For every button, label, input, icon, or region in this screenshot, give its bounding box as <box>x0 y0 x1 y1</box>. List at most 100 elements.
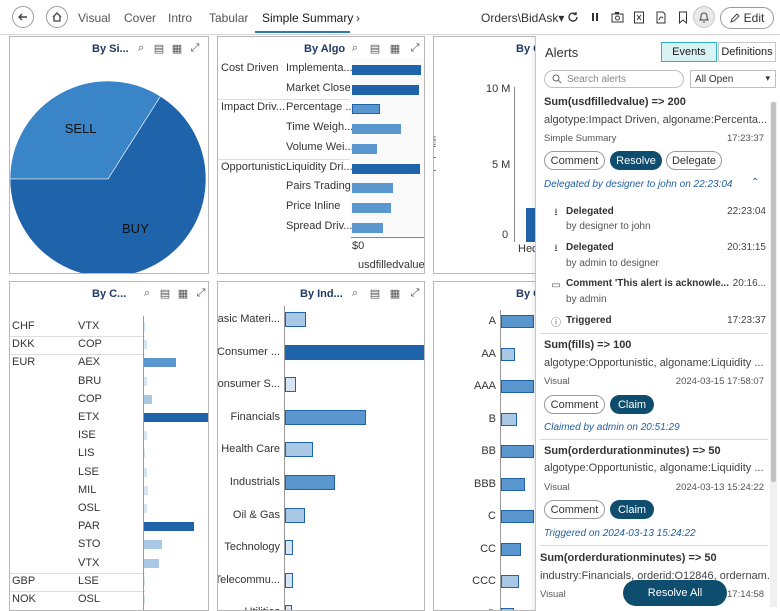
claim-button[interactable]: Claim <box>610 500 654 519</box>
bar[interactable] <box>501 380 534 393</box>
bar[interactable] <box>501 445 534 458</box>
bar[interactable] <box>144 467 148 477</box>
bar[interactable] <box>144 595 146 604</box>
bar[interactable] <box>144 413 208 422</box>
search-alerts-input[interactable]: Search alerts <box>544 70 684 88</box>
alert-status-link[interactable]: Triggered on 2024-03-13 15:24:22 <box>544 528 696 539</box>
bar[interactable] <box>285 605 292 610</box>
bar[interactable] <box>144 376 148 386</box>
bar[interactable] <box>352 222 383 233</box>
bar[interactable] <box>144 540 162 550</box>
delegate-button[interactable]: Delegate <box>666 151 722 170</box>
bar[interactable] <box>285 312 306 327</box>
comment-button[interactable]: Comment <box>544 151 605 170</box>
bar[interactable] <box>501 542 522 556</box>
bookmark-icon[interactable] <box>675 9 691 25</box>
tab-definitions[interactable]: Definitions <box>718 42 776 62</box>
bar[interactable] <box>285 572 294 588</box>
bar[interactable] <box>501 607 515 610</box>
tabs-next-chevron-icon[interactable]: › <box>356 11 360 25</box>
search-icon[interactable]: ⌕ <box>351 286 359 299</box>
back-button[interactable] <box>12 6 34 28</box>
snapshot-icon[interactable] <box>609 9 625 25</box>
home-button[interactable] <box>46 6 68 28</box>
export-icon[interactable]: ▤ <box>369 42 381 55</box>
bar[interactable] <box>144 431 147 441</box>
bar[interactable] <box>352 65 421 75</box>
export-icon[interactable]: ▤ <box>369 287 381 300</box>
bar[interactable] <box>501 412 517 426</box>
bar[interactable] <box>144 485 149 495</box>
bar[interactable] <box>352 143 377 154</box>
bar[interactable] <box>285 475 336 490</box>
data-source-selector[interactable]: Orders\BidAsk▾ <box>481 11 565 25</box>
tab-events[interactable]: Events <box>661 42 717 62</box>
pie-slice-buy[interactable] <box>10 95 207 274</box>
resolve-all-button[interactable]: Resolve All <box>623 580 727 606</box>
bar[interactable] <box>144 558 160 568</box>
bar[interactable] <box>501 575 519 588</box>
bar[interactable] <box>144 340 148 350</box>
table-icon[interactable]: ▦ <box>177 287 189 300</box>
tab-visual[interactable]: Visual <box>78 11 111 25</box>
bar[interactable] <box>352 183 393 194</box>
bar[interactable] <box>144 576 146 586</box>
bar[interactable] <box>352 124 401 135</box>
bar[interactable] <box>144 522 194 532</box>
search-icon[interactable]: ⌕ <box>351 41 359 54</box>
export-icon[interactable]: ▤ <box>153 42 165 55</box>
bar[interactable] <box>352 104 380 115</box>
pause-icon[interactable] <box>587 9 603 25</box>
search-icon[interactable]: ⌕ <box>143 286 151 299</box>
export-icon[interactable]: ▤ <box>159 287 171 300</box>
claim-button[interactable]: Claim <box>610 395 654 414</box>
table-icon[interactable]: ▦ <box>389 42 401 55</box>
bar[interactable] <box>501 315 534 328</box>
bar[interactable] <box>285 344 424 360</box>
alert-source[interactable]: Simple Summary <box>544 133 617 144</box>
expand-icon[interactable]: ⤢ <box>410 41 420 54</box>
bar[interactable] <box>285 409 367 425</box>
tab-tabular[interactable]: Tabular <box>209 11 249 25</box>
edit-button[interactable]: Edit <box>720 7 774 29</box>
chevron-up-icon[interactable]: ⌃ <box>751 177 760 188</box>
table-icon[interactable]: ▦ <box>171 42 183 55</box>
alert-status-link[interactable]: Claimed by admin on 20:51:29 <box>544 422 680 433</box>
alert-source[interactable]: Visual <box>544 376 570 387</box>
tab-intro[interactable]: Intro <box>168 11 193 25</box>
bar[interactable] <box>144 449 146 459</box>
bar[interactable] <box>285 507 305 523</box>
bar[interactable] <box>501 347 516 361</box>
status-filter-select[interactable]: All Open ▾ <box>690 70 776 88</box>
search-icon[interactable]: ⌕ <box>137 41 145 54</box>
bar[interactable] <box>144 322 146 331</box>
bar[interactable] <box>285 377 297 393</box>
comment-button[interactable]: Comment <box>544 395 605 414</box>
resolve-button[interactable]: Resolve <box>610 151 662 170</box>
bar[interactable] <box>352 163 420 174</box>
refresh-icon[interactable] <box>565 9 581 25</box>
bar[interactable] <box>285 442 313 458</box>
export-pdf-icon[interactable] <box>653 9 669 25</box>
tab-simple-summary[interactable]: Simple Summary <box>262 11 354 25</box>
comment-button[interactable]: Comment <box>544 500 605 519</box>
bar[interactable] <box>352 202 391 213</box>
bar[interactable] <box>144 394 152 404</box>
alert-status-link[interactable]: Delegated by designer to john on 22:23:0… <box>544 179 733 190</box>
alert-source[interactable]: Visual <box>544 482 570 493</box>
alerts-button[interactable] <box>693 6 715 28</box>
bar[interactable] <box>144 358 176 368</box>
bar[interactable] <box>501 477 525 491</box>
bar[interactable] <box>352 84 419 95</box>
expand-icon[interactable]: ⤢ <box>190 41 200 54</box>
expand-icon[interactable]: ⤢ <box>410 286 420 299</box>
tab-cover[interactable]: Cover <box>124 11 157 25</box>
pie-slice-sell[interactable] <box>10 80 161 180</box>
export-excel-icon[interactable] <box>631 9 647 25</box>
bar[interactable] <box>144 504 147 513</box>
bar[interactable] <box>501 510 534 523</box>
bar[interactable] <box>285 540 294 556</box>
expand-icon[interactable]: ⤢ <box>196 286 206 299</box>
alert-source[interactable]: Visual <box>540 589 566 600</box>
scrollbar-thumb[interactable] <box>771 102 776 482</box>
